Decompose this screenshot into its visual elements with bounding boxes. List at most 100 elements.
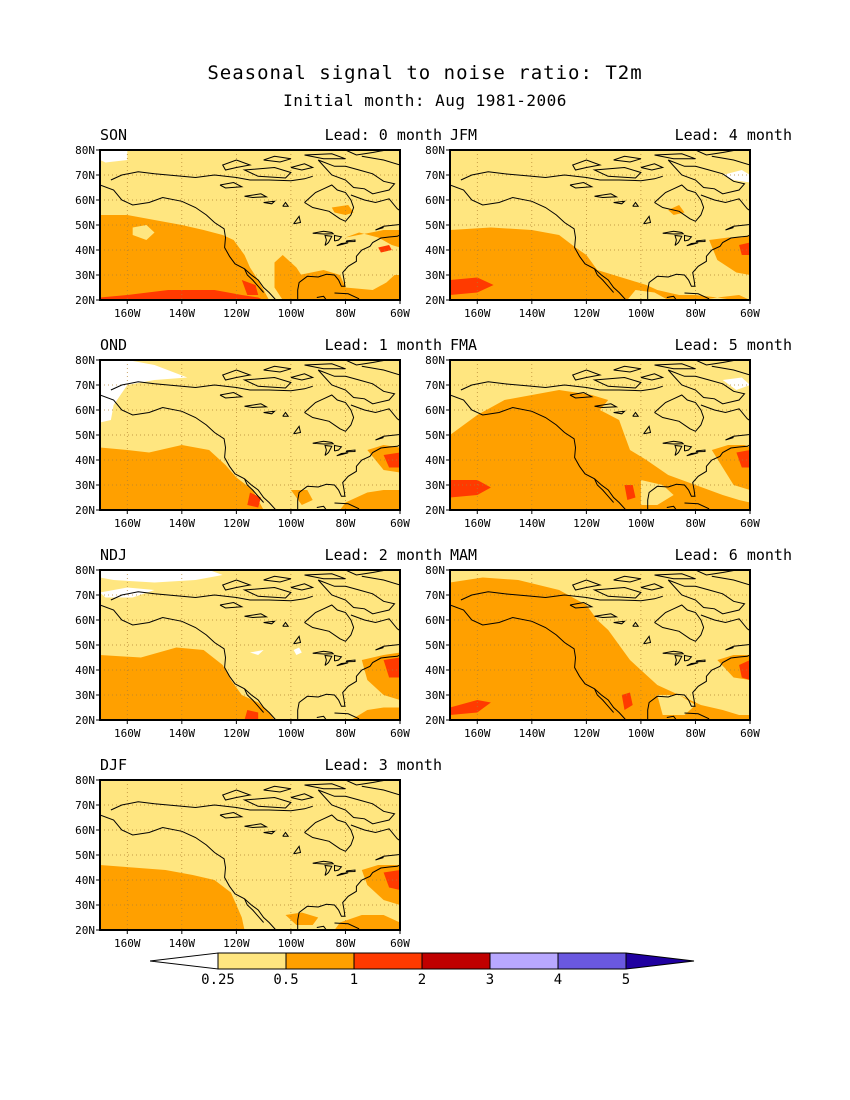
coastline — [686, 452, 699, 457]
coastline — [594, 688, 614, 713]
coastline — [350, 614, 400, 651]
coastline — [304, 184, 355, 222]
coastline — [110, 171, 313, 182]
coastline — [695, 570, 737, 576]
coastline — [350, 404, 400, 441]
lat-tick-label: 70N — [75, 799, 95, 812]
lat-tick-label: 50N — [75, 639, 95, 652]
lat-tick-label: 70N — [425, 169, 445, 182]
field-contour-c3 — [624, 485, 636, 500]
field-contour-c1 — [640, 480, 674, 505]
lat-tick-label: 80N — [75, 774, 95, 787]
lon-tick-label: 80W — [686, 517, 706, 530]
coastline — [666, 295, 677, 300]
coastline — [594, 403, 619, 409]
field-contour-c2 — [334, 915, 400, 930]
coastline — [345, 150, 387, 156]
coastline — [643, 215, 652, 225]
lon-tick-label: 160W — [114, 727, 141, 740]
lat-tick-label: 80N — [75, 564, 95, 577]
map-panel-son: SON Lead: 0 month 80N 70N 60N 50N 40N 30N 20N 1… — [50, 126, 450, 346]
coastline — [304, 814, 355, 852]
colorbar-segment — [285, 952, 355, 970]
field-contour-c0 — [722, 170, 750, 183]
coastline — [361, 150, 400, 166]
coastline — [304, 604, 355, 642]
lon-tick-label: 120W — [223, 517, 250, 530]
panel-lead-label: Lead: 4 month — [674, 126, 792, 144]
coastline — [317, 579, 396, 615]
coastline — [361, 570, 400, 586]
field-contour-c0 — [100, 150, 128, 163]
coastline — [316, 295, 327, 300]
colorbar-label: 5 — [622, 972, 630, 988]
lat-tick-label: 40N — [425, 664, 445, 677]
coastline — [695, 239, 706, 243]
coastline — [674, 234, 683, 246]
coastline — [613, 620, 626, 625]
coastline — [662, 230, 685, 235]
colorbar-segment — [557, 952, 627, 970]
lat-tick-label: 80N — [75, 144, 95, 157]
lon-tick-label: 100W — [278, 517, 305, 530]
figure-subtitle: Initial month: Aug 1981-2006 — [283, 91, 567, 110]
coastline — [613, 365, 642, 373]
lon-tick-label: 140W — [169, 517, 196, 530]
lon-tick-label: 80W — [336, 307, 356, 320]
field-contour-c1 — [711, 675, 750, 710]
lon-tick-label: 80W — [686, 307, 706, 320]
coastline — [324, 444, 333, 456]
coastline — [221, 789, 252, 801]
field-contour-c0 — [100, 360, 188, 423]
coastline — [686, 662, 699, 667]
field-contour-c2 — [331, 205, 354, 215]
coastline — [317, 159, 396, 195]
colorbar-segment — [217, 952, 287, 970]
colorbar-segment — [421, 952, 491, 970]
lon-tick-label: 140W — [169, 307, 196, 320]
coastline — [334, 922, 360, 930]
field-contour-c3 — [450, 700, 491, 715]
panel-lead-label: Lead: 0 month — [324, 126, 442, 144]
coastline — [647, 654, 750, 720]
lon-tick-label: 160W — [114, 307, 141, 320]
lon-tick-label: 120W — [573, 727, 600, 740]
lon-tick-label: 120W — [573, 307, 600, 320]
coastline — [684, 712, 710, 720]
lat-tick-label: 40N — [75, 874, 95, 887]
coastline — [110, 591, 313, 602]
panel-season-label: FMA — [450, 336, 478, 354]
coastline — [640, 373, 665, 381]
lon-tick-label: 60W — [740, 727, 760, 740]
coastline — [647, 444, 750, 510]
coastline — [654, 363, 696, 370]
lon-tick-label: 80W — [686, 727, 706, 740]
field-contour-c2 — [450, 227, 750, 300]
panel-season-label: JFM — [450, 126, 478, 144]
colorbar-label: 0.25 — [201, 972, 235, 988]
coastline — [684, 654, 693, 662]
map-panel-fma: FMA Lead: 5 month 80N 70N 60N 50N 40N 30N 20N 1… — [400, 336, 800, 556]
lat-tick-label: 60N — [75, 404, 95, 417]
coastline — [316, 715, 327, 720]
coastline — [684, 444, 693, 452]
coastline — [613, 410, 626, 415]
coastline — [312, 440, 335, 445]
coastline — [263, 155, 292, 163]
coastline — [594, 478, 614, 503]
field-contour-c1 — [657, 695, 696, 715]
coastline — [293, 635, 302, 645]
coastline — [317, 369, 396, 405]
coastline — [345, 360, 387, 366]
coastline — [711, 150, 750, 166]
lon-tick-label: 120W — [223, 937, 250, 950]
coastline — [632, 201, 640, 207]
lon-tick-label: 100W — [628, 517, 655, 530]
colorbar-segment — [353, 952, 423, 970]
coastline — [244, 193, 269, 199]
lon-tick-label: 120W — [223, 307, 250, 320]
lon-tick-label: 140W — [519, 727, 546, 740]
coastline — [293, 215, 302, 225]
coastline — [753, 431, 769, 442]
map-ndj: 80N 70N 60N 50N 40N 30N 20N 160W 140W 120W 100W 80W… — [75, 564, 410, 740]
